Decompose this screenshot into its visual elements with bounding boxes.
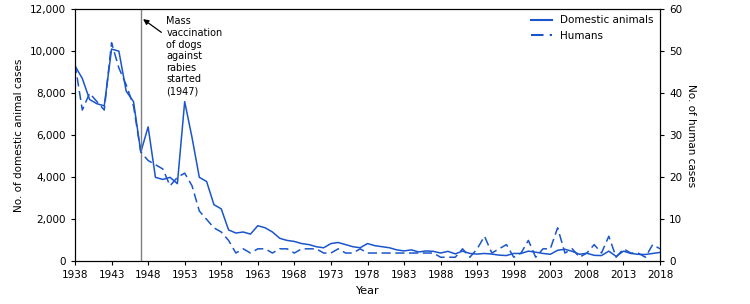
Humans (451, 255, 460, 259)
Humans (560, 251, 569, 255)
Legend: Domestic animals, Humans: Domestic animals, Humans (527, 11, 658, 45)
Domestic animals (612, 254, 621, 258)
Humans (517, 251, 526, 255)
Humans (656, 247, 664, 250)
Domestic animals (656, 250, 664, 254)
Humans (107, 41, 116, 45)
Line: Humans: Humans (75, 43, 660, 257)
Humans (400, 251, 409, 255)
Text: Mass
vaccination
of dogs
against
rabies
started
(1947): Mass vaccination of dogs against rabies … (144, 16, 223, 96)
Domestic animals (582, 251, 591, 255)
Domestic animals (509, 252, 518, 255)
Humans (590, 243, 598, 247)
Domestic animals (107, 47, 116, 51)
Humans (436, 255, 445, 259)
Y-axis label: No. of domestic animal cases: No. of domestic animal cases (14, 59, 24, 212)
Humans (612, 255, 621, 259)
X-axis label: Year: Year (356, 286, 380, 296)
Domestic animals (443, 250, 452, 253)
Humans (70, 62, 80, 66)
Domestic animals (604, 249, 613, 253)
Domestic animals (553, 248, 562, 252)
Y-axis label: No. of human cases: No. of human cases (686, 84, 696, 187)
Domestic animals (400, 249, 409, 253)
Domestic animals (70, 64, 80, 68)
Line: Domestic animals: Domestic animals (75, 49, 660, 256)
